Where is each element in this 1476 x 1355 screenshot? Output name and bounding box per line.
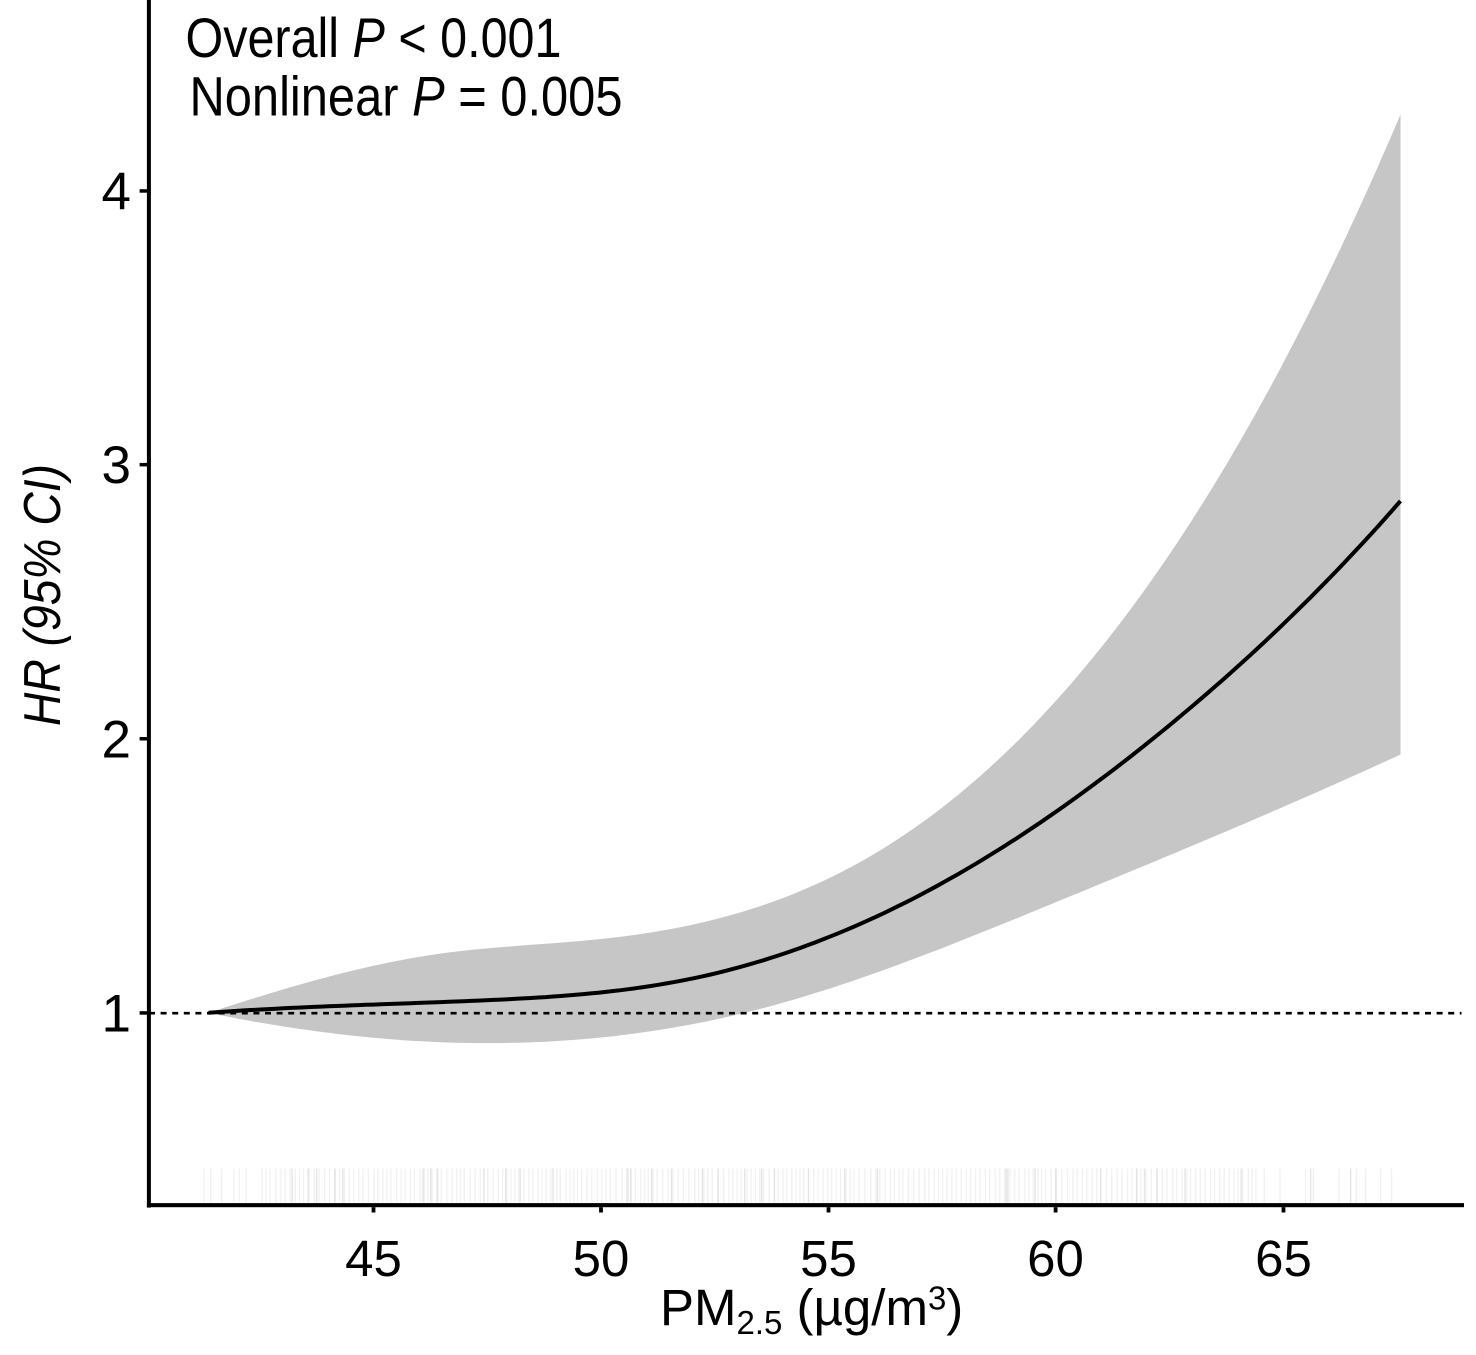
svg-text:3: 3: [102, 436, 131, 495]
svg-text:1: 1: [102, 985, 131, 1044]
svg-text:65: 65: [1255, 1230, 1312, 1287]
svg-text:4: 4: [102, 163, 131, 222]
svg-text:HR (95% CI): HR (95% CI): [14, 464, 72, 726]
svg-text:Overall P < 0.001: Overall P < 0.001: [186, 6, 562, 69]
svg-text:50: 50: [573, 1230, 630, 1287]
svg-text:PM2.5 (µg/m3): PM2.5 (µg/m3): [660, 1279, 963, 1341]
svg-text:45: 45: [345, 1230, 402, 1287]
svg-text:2: 2: [102, 710, 131, 769]
svg-text:55: 55: [800, 1230, 857, 1287]
svg-text:60: 60: [1027, 1230, 1084, 1287]
svg-text:Nonlinear P = 0.005: Nonlinear P = 0.005: [190, 64, 623, 127]
